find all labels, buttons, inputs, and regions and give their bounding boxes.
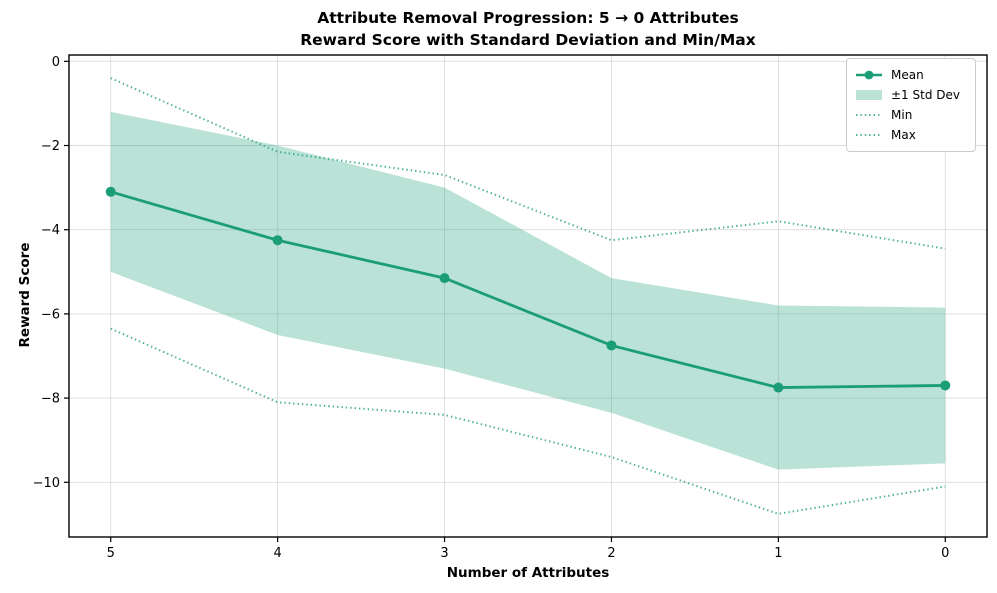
axis-ticks bbox=[64, 60, 946, 542]
min-line-swatch-icon bbox=[856, 114, 882, 116]
x-tick-label: 1 bbox=[774, 546, 782, 561]
axis-tick-labels: 5 4 3 2 1 0 0 −2 −4 −6 −8 −10 bbox=[33, 55, 950, 561]
axes-spines bbox=[68, 54, 988, 538]
max-line bbox=[110, 77, 946, 250]
axes-box bbox=[68, 54, 988, 538]
chart-subtitle: Reward Score with Standard Deviation and… bbox=[300, 31, 756, 49]
mean-marker bbox=[940, 380, 951, 391]
legend-label-stddev: ±1 Std Dev bbox=[891, 88, 960, 102]
y-tick-label: −6 bbox=[41, 307, 60, 322]
min-line bbox=[110, 327, 946, 515]
std-band-swatch-icon bbox=[856, 90, 882, 100]
legend-label-max: Max bbox=[891, 128, 916, 142]
max-line-swatch-icon bbox=[856, 134, 882, 136]
y-tick-label: −2 bbox=[41, 139, 60, 154]
legend-item-max: Max bbox=[855, 125, 967, 145]
std-dev-band-area bbox=[110, 111, 946, 470]
x-tick-label: 3 bbox=[440, 546, 448, 561]
grid-lines bbox=[69, 55, 987, 537]
legend-item-stddev: ±1 Std Dev bbox=[855, 85, 967, 105]
mean-line bbox=[110, 190, 946, 389]
x-tick-label: 5 bbox=[107, 546, 115, 561]
y-axis-label: Reward Score bbox=[17, 242, 33, 348]
legend-label-min: Min bbox=[891, 108, 913, 122]
mean-marker bbox=[439, 273, 450, 284]
x-tick-label: 2 bbox=[607, 546, 615, 561]
chart-title: Attribute Removal Progression: 5 → 0 Att… bbox=[317, 9, 739, 27]
std-dev-band bbox=[110, 111, 946, 470]
mean-marker bbox=[606, 340, 617, 351]
y-tick-label: −4 bbox=[41, 223, 60, 238]
y-tick-label: 0 bbox=[52, 55, 60, 70]
mean-markers bbox=[105, 186, 951, 393]
x-tick-label: 4 bbox=[273, 546, 281, 561]
legend-item-mean: Mean bbox=[855, 65, 967, 85]
mean-line-path bbox=[110, 190, 946, 389]
mean-marker bbox=[105, 186, 116, 197]
min-max-lines bbox=[110, 77, 946, 515]
mean-marker bbox=[773, 382, 784, 393]
mean-line-swatch-icon bbox=[856, 70, 882, 80]
chart-title-block: Attribute Removal Progression: 5 → 0 Att… bbox=[69, 7, 987, 51]
y-tick-label: −8 bbox=[41, 392, 60, 407]
legend: Mean ±1 Std Dev Min Max bbox=[846, 58, 976, 152]
x-tick-label: 0 bbox=[941, 546, 949, 561]
x-axis-label: Number of Attributes bbox=[446, 565, 610, 581]
legend-item-min: Min bbox=[855, 105, 967, 125]
y-tick-label: −10 bbox=[33, 476, 60, 491]
mean-marker bbox=[272, 235, 283, 246]
legend-label-mean: Mean bbox=[891, 68, 924, 82]
